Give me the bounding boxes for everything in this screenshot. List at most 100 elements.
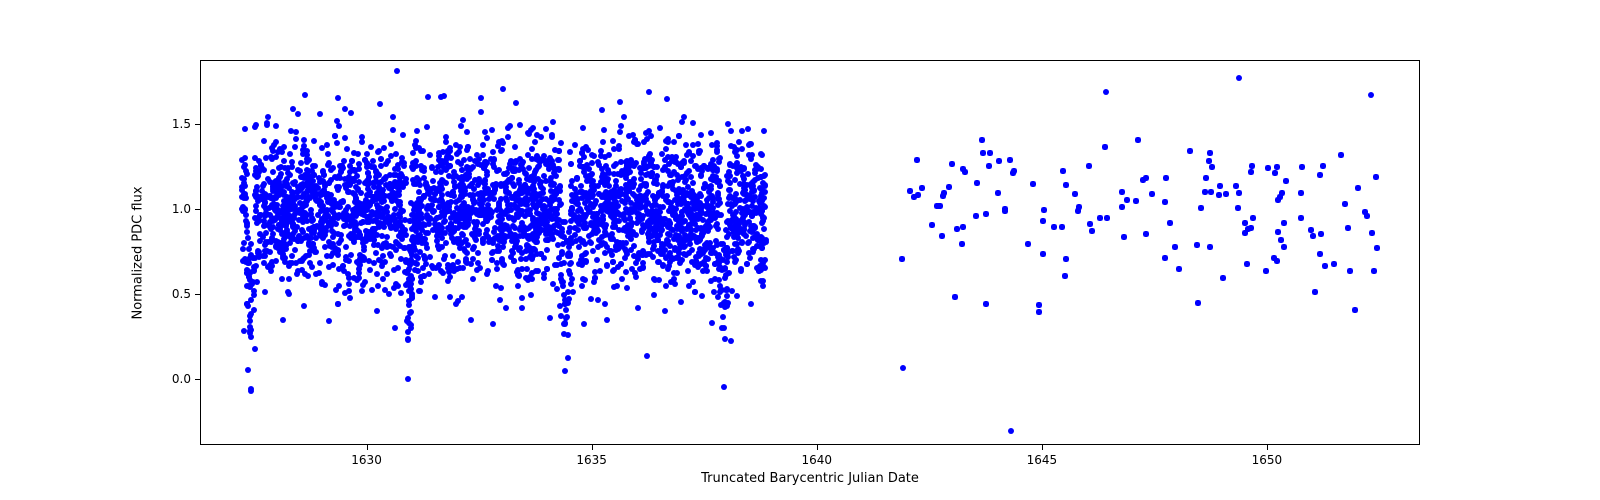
data-point — [547, 155, 553, 161]
data-point — [273, 178, 279, 184]
data-point — [524, 176, 530, 182]
data-point — [644, 208, 650, 214]
data-point — [241, 240, 247, 246]
data-point — [619, 243, 625, 249]
data-point — [558, 272, 564, 278]
data-point — [334, 184, 340, 190]
data-point — [510, 250, 516, 256]
data-point — [668, 204, 674, 210]
data-point — [524, 226, 530, 232]
data-point — [698, 251, 704, 257]
data-point — [599, 107, 605, 113]
data-point — [430, 178, 436, 184]
data-point — [663, 255, 669, 261]
data-point — [292, 247, 298, 253]
data-point — [245, 367, 251, 373]
data-point — [450, 253, 456, 259]
data-point — [522, 201, 528, 207]
data-point — [385, 158, 391, 164]
data-point — [639, 227, 645, 233]
data-point — [288, 233, 294, 239]
data-point — [261, 223, 267, 229]
data-point — [292, 179, 298, 185]
data-point — [586, 233, 592, 239]
data-point — [646, 128, 652, 134]
data-point — [253, 172, 259, 178]
data-point — [739, 240, 745, 246]
data-point — [567, 225, 573, 231]
data-point — [500, 244, 506, 250]
data-point — [336, 240, 342, 246]
data-point — [618, 261, 624, 267]
data-point — [247, 328, 253, 334]
data-point — [686, 168, 692, 174]
data-point — [732, 201, 738, 207]
data-point — [762, 257, 768, 263]
data-point — [285, 289, 291, 295]
data-point — [616, 143, 622, 149]
data-point — [758, 278, 764, 284]
data-point — [432, 294, 438, 300]
data-point — [583, 258, 589, 264]
data-point — [649, 203, 655, 209]
data-point — [739, 128, 745, 134]
data-point — [346, 281, 352, 287]
data-point — [471, 244, 477, 250]
data-point — [516, 177, 522, 183]
data-point — [248, 334, 254, 340]
data-point — [470, 197, 476, 203]
data-point — [342, 135, 348, 141]
data-point — [530, 201, 536, 207]
data-point — [529, 146, 535, 152]
data-point — [721, 384, 727, 390]
data-point — [613, 161, 619, 167]
data-point — [681, 158, 687, 164]
data-point — [513, 197, 519, 203]
data-point — [275, 239, 281, 245]
data-point — [362, 279, 368, 285]
data-point — [690, 279, 696, 285]
data-point — [610, 211, 616, 217]
data-point — [246, 246, 252, 252]
data-point — [541, 218, 547, 224]
data-point — [421, 193, 427, 199]
data-point — [602, 301, 608, 307]
data-point — [280, 247, 286, 253]
data-point — [678, 299, 684, 305]
data-point — [642, 193, 648, 199]
data-point — [242, 206, 248, 212]
data-point — [603, 222, 609, 228]
data-point — [701, 163, 707, 169]
data-point — [692, 289, 698, 295]
data-point — [304, 198, 310, 204]
data-point — [524, 266, 530, 272]
data-point — [554, 221, 560, 227]
data-point — [662, 164, 668, 170]
data-point — [485, 234, 491, 240]
data-point — [759, 198, 765, 204]
data-point — [432, 197, 438, 203]
data-point — [334, 140, 340, 146]
data-point — [398, 290, 404, 296]
data-point — [530, 217, 536, 223]
data-point — [622, 225, 628, 231]
data-point — [567, 261, 573, 267]
data-point — [328, 200, 334, 206]
data-point — [691, 194, 697, 200]
data-point — [734, 147, 740, 153]
data-point — [502, 235, 508, 241]
data-point — [672, 247, 678, 253]
data-point — [534, 132, 540, 138]
data-point — [498, 285, 504, 291]
data-point — [663, 146, 669, 152]
data-point — [641, 165, 647, 171]
data-point — [458, 123, 464, 129]
data-point — [471, 186, 477, 192]
data-point — [279, 276, 285, 282]
data-point — [302, 215, 308, 221]
data-point — [665, 238, 671, 244]
data-point — [520, 159, 526, 165]
data-point — [692, 202, 698, 208]
data-point — [457, 245, 463, 251]
data-point — [582, 241, 588, 247]
